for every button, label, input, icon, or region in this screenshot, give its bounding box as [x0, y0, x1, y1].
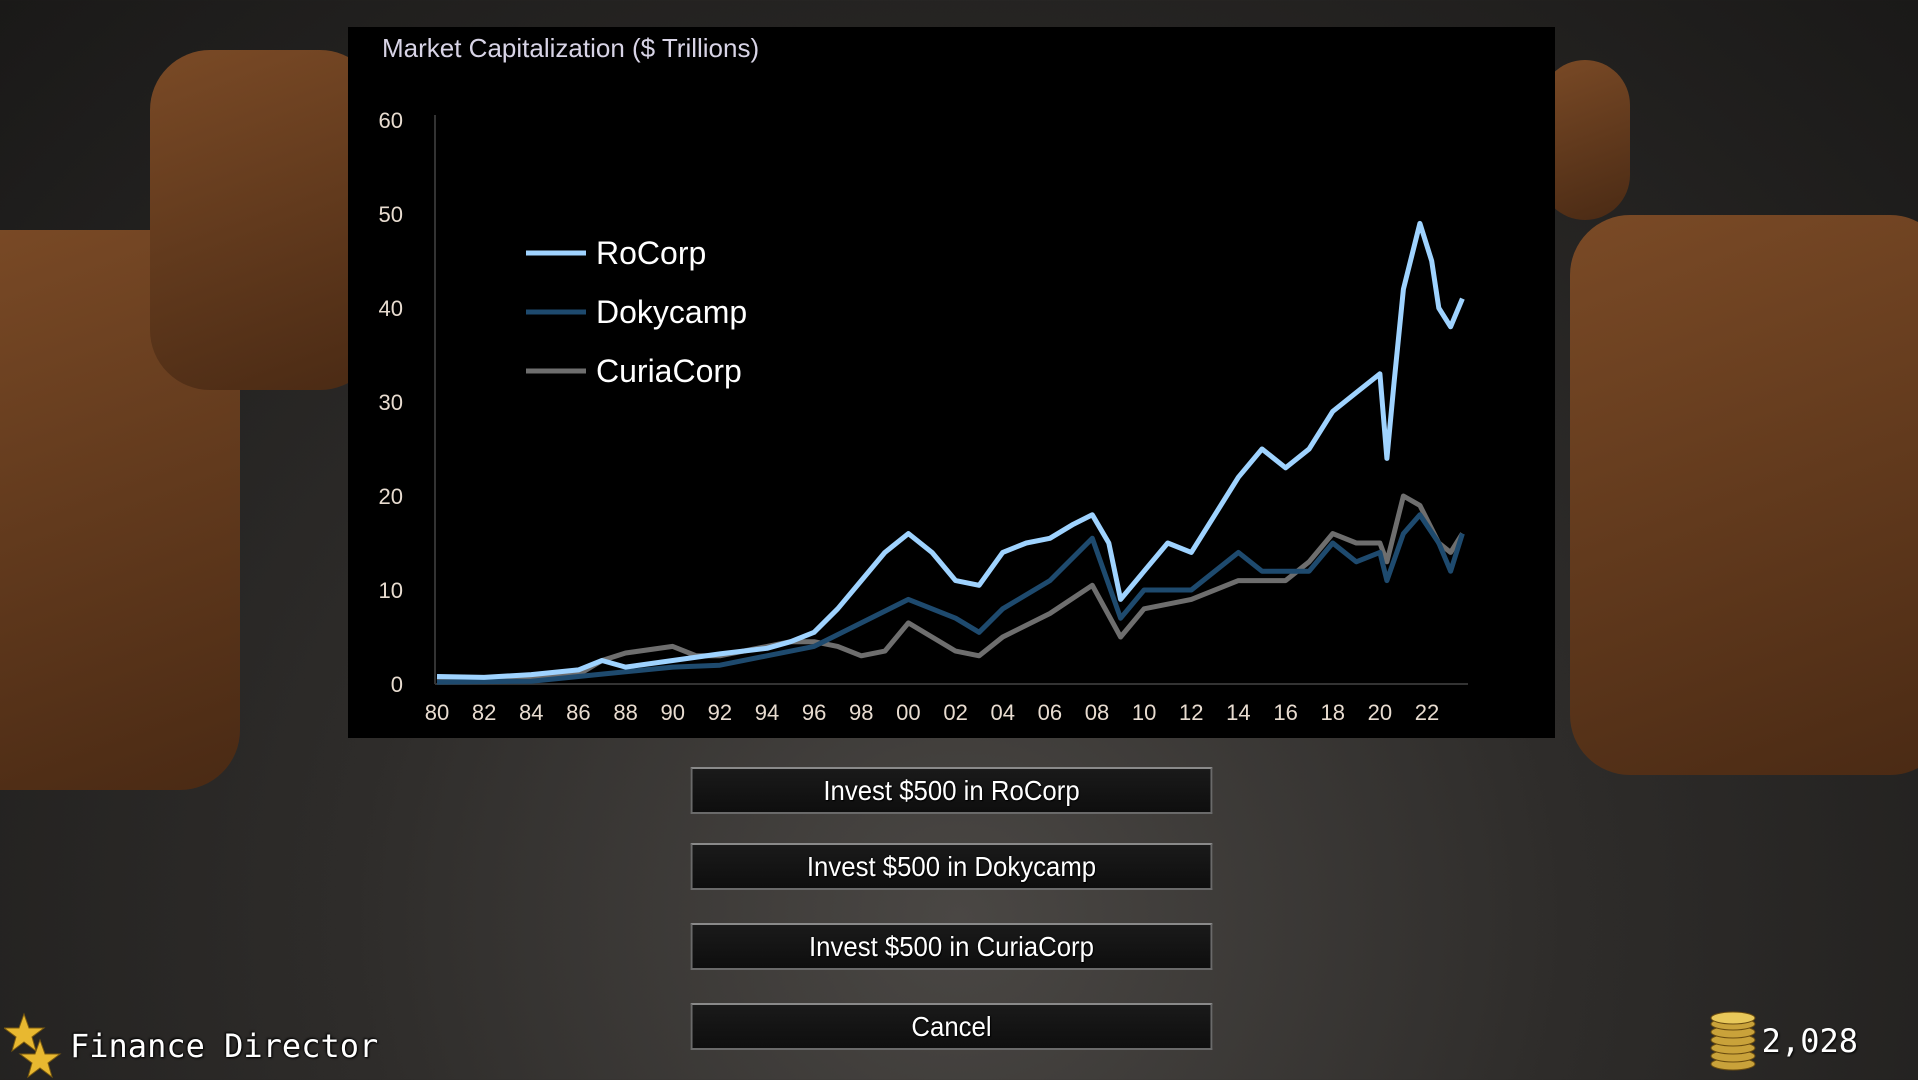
y-tick-label: 50: [379, 202, 403, 227]
x-tick-label: 90: [660, 700, 684, 725]
star-icon: [4, 1012, 62, 1079]
chart-title: Market Capitalization ($ Trillions): [382, 33, 760, 63]
x-tick-label: 02: [943, 700, 967, 725]
series-line-rocorp: [436, 220, 1465, 680]
series-line-curiacorp: [436, 493, 1465, 684]
x-tick-label: 20: [1368, 700, 1392, 725]
x-tick-label: 16: [1273, 700, 1297, 725]
x-tick-label: 84: [519, 700, 543, 725]
rank-title: Finance Director: [70, 1027, 379, 1065]
invest-curiacorp-button[interactable]: Invest $500 in CuriaCorp: [690, 923, 1213, 970]
coin-balance: 2,028: [1708, 1010, 1858, 1072]
coin-count: 2,028: [1761, 1022, 1858, 1060]
legend-label-dokycamp: Dokycamp: [596, 294, 747, 330]
y-tick-label: 20: [379, 484, 403, 509]
x-tick-label: 00: [896, 700, 920, 725]
x-tick-label: 14: [1226, 700, 1250, 725]
chair-right: [1570, 215, 1918, 775]
y-tick-label: 0: [391, 672, 403, 697]
x-tick-label: 94: [755, 700, 779, 725]
x-tick-label: 12: [1179, 700, 1203, 725]
x-tick-label: 92: [708, 700, 732, 725]
cancel-button[interactable]: Cancel: [690, 1003, 1213, 1050]
x-tick-label: 08: [1085, 700, 1109, 725]
x-tick-label: 98: [849, 700, 873, 725]
series-line-dokycamp: [436, 512, 1465, 685]
x-tick-label: 10: [1132, 700, 1156, 725]
x-tick-label: 04: [990, 700, 1014, 725]
x-tick-label: 18: [1320, 700, 1344, 725]
y-tick-label: 40: [379, 296, 403, 321]
invest-dokycamp-button[interactable]: Invest $500 in Dokycamp: [690, 843, 1213, 890]
rank-indicator: Finance Director: [4, 1012, 378, 1080]
x-tick-label: 96: [802, 700, 826, 725]
market-cap-chart: 0 10 20 30 40 50 60 80 82 84 86 88 90 92 94 96 98 00 02 04 0…: [379, 108, 1468, 725]
legend-label-rocorp: RoCorp: [596, 235, 706, 271]
chart-panel: Market Capitalization ($ Trillions) 0 10 2…: [348, 27, 1555, 738]
coin-stack-icon: [1710, 1011, 1756, 1071]
x-tick-label: 80: [425, 700, 449, 725]
chair-right-back: [1540, 60, 1630, 220]
invest-rocorp-button[interactable]: Invest $500 in RoCorp: [690, 767, 1213, 814]
x-tick-label: 86: [566, 700, 590, 725]
legend-label-curiacorp: CuriaCorp: [596, 353, 742, 389]
x-tick-label: 82: [472, 700, 496, 725]
y-tick-label: 10: [379, 578, 403, 603]
x-tick-label: 06: [1038, 700, 1062, 725]
y-tick-label: 60: [379, 108, 403, 133]
y-tick-label: 30: [379, 390, 403, 415]
x-tick-label: 22: [1415, 700, 1439, 725]
chair-left-back: [150, 50, 380, 390]
x-tick-label: 88: [613, 700, 637, 725]
